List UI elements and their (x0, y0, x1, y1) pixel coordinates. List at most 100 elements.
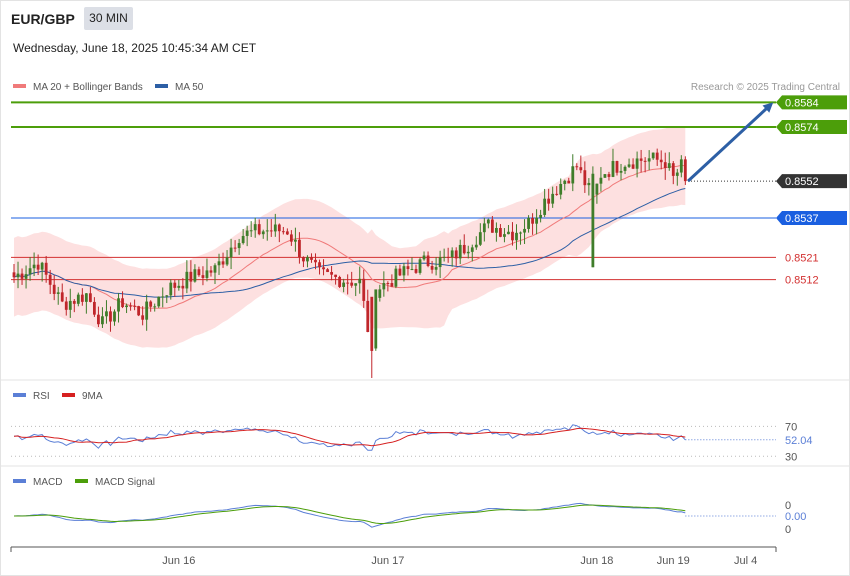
candle (595, 183, 599, 204)
candle (201, 266, 205, 286)
candle (165, 295, 169, 304)
candle-body (575, 166, 579, 168)
candle-body (84, 293, 88, 302)
candle (125, 303, 128, 314)
candle (161, 287, 165, 308)
candle-body (101, 316, 104, 325)
candle (189, 260, 193, 292)
candle-body (125, 305, 128, 308)
candle (169, 279, 173, 300)
candle-body (559, 183, 563, 195)
candle (56, 286, 60, 305)
candle (12, 264, 16, 283)
candle-body (141, 315, 145, 320)
candle (583, 161, 587, 193)
candle-body (466, 251, 470, 254)
candle-body (655, 152, 659, 160)
candle (93, 297, 96, 317)
candle-body (454, 250, 458, 259)
candle-body (161, 296, 165, 298)
candle (474, 236, 478, 250)
candle-body (217, 261, 221, 266)
candle-body (269, 230, 273, 232)
candle-body (157, 296, 161, 307)
candle-body (109, 311, 112, 322)
candle-body (32, 264, 36, 269)
candle-body (237, 243, 241, 249)
level-label-target: 0.8584 (785, 97, 819, 109)
candle-body (675, 172, 679, 176)
candle (101, 307, 104, 328)
candle (141, 306, 145, 326)
candle (153, 303, 157, 312)
candle (587, 178, 591, 196)
candle-body (145, 301, 149, 320)
candle-body (647, 158, 651, 162)
candle-body (261, 231, 265, 235)
candle (294, 227, 297, 252)
candle-body (362, 278, 366, 301)
candle (36, 254, 40, 276)
candle-body (281, 231, 285, 233)
candle (495, 222, 498, 242)
candle-body (434, 267, 438, 270)
candle (486, 218, 490, 229)
candle (547, 188, 551, 211)
candle-body (555, 193, 559, 195)
candle (639, 149, 643, 173)
candle-body (149, 301, 153, 307)
candle-body (153, 306, 157, 308)
candle-body (201, 275, 205, 278)
candle (470, 244, 474, 262)
candle-body (643, 160, 647, 162)
candle-body (229, 247, 233, 258)
candle-body (539, 214, 543, 218)
candle (129, 302, 132, 311)
candle-body (40, 262, 44, 270)
candle-body (426, 255, 430, 266)
candle (314, 253, 317, 270)
candle (611, 148, 615, 178)
candle-body (93, 301, 96, 315)
candle (149, 300, 153, 312)
candle (338, 275, 342, 289)
candle-body (225, 257, 229, 265)
candle-body (64, 301, 68, 310)
candle (410, 257, 414, 271)
candle (458, 239, 462, 265)
candle (679, 155, 683, 178)
candle-body (334, 274, 337, 277)
candle-body (16, 273, 20, 278)
candle (434, 257, 438, 276)
rsi-line (13, 424, 686, 451)
level-tag (776, 174, 847, 189)
candle-body (358, 278, 362, 284)
candle (322, 259, 325, 276)
candle (289, 230, 293, 246)
timeframe-button[interactable]: 30 MIN (84, 7, 133, 30)
candle-body (342, 282, 346, 287)
candle-body (76, 294, 80, 304)
level-label-pivot: 0.8537 (785, 213, 819, 225)
candle-body (442, 256, 446, 258)
candle (245, 225, 249, 247)
candle (438, 250, 442, 279)
candle-body (531, 217, 534, 224)
rsi-ma-line (13, 427, 686, 447)
candle (535, 209, 538, 235)
candle-body (326, 269, 329, 273)
legend-swatch-macd (13, 479, 26, 483)
candle-body (390, 283, 394, 287)
x-tick-label: Jun 19 (657, 555, 690, 567)
candle-body (410, 269, 414, 271)
candle-body (185, 271, 189, 289)
x-tick-label: Jul 4 (734, 555, 757, 567)
candle (109, 306, 112, 332)
legend-swatch-rsi (13, 393, 26, 397)
candle-body (450, 250, 454, 258)
candle-body (177, 285, 181, 288)
candle (519, 231, 522, 245)
candle (402, 263, 406, 282)
candle-body (173, 282, 177, 288)
macd-panel: 00.000 (13, 500, 806, 536)
